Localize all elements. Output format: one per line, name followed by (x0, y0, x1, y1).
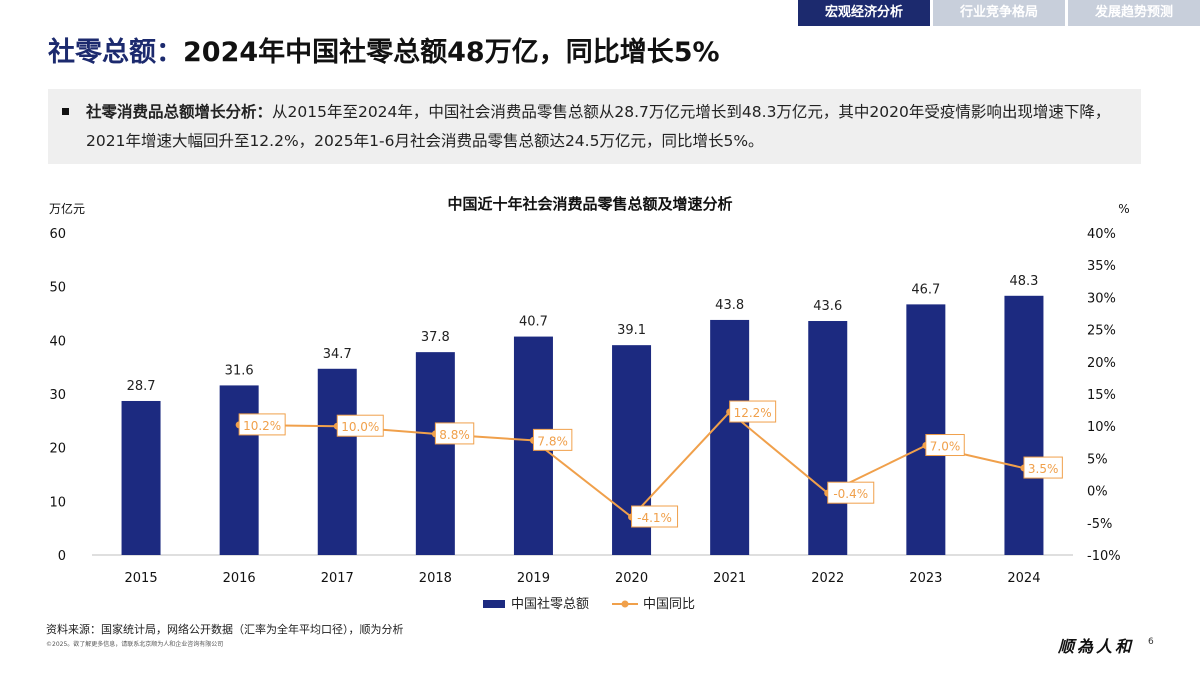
y-right-tick-label: 20% (1087, 356, 1116, 371)
growth-label: 7.0% (930, 440, 961, 454)
x-tick-label: 2017 (321, 571, 354, 586)
top-nav: 宏观经济分析 行业竞争格局 发展趋势预测 (798, 0, 1200, 26)
y-axis-right-unit: % (1118, 202, 1129, 216)
bar-value-label: 43.6 (813, 299, 842, 314)
bar-value-label: 31.6 (225, 363, 254, 378)
growth-label: 10.2% (243, 419, 281, 433)
growth-label: 7.8% (537, 434, 568, 448)
x-tick-label: 2018 (419, 571, 452, 586)
bar (219, 385, 259, 555)
bar-value-label: 46.7 (911, 282, 940, 297)
page-title-main: 2024年中国社零总额48万亿，同比增长5% (183, 37, 720, 68)
y-left-tick-label: 0 (58, 549, 66, 564)
growth-label: 10.0% (341, 420, 379, 434)
y-left-tick-label: 60 (49, 227, 66, 242)
tab-trend-forecast[interactable]: 发展趋势预测 (1068, 0, 1200, 26)
growth-label-box (729, 400, 777, 423)
y-right-tick-label: 0% (1087, 485, 1108, 500)
y-right-tick-label: 30% (1087, 291, 1116, 306)
x-tick-label: 2021 (713, 571, 746, 586)
bar-value-label: 37.8 (421, 330, 450, 345)
page-title: 社零总额：2024年中国社零总额48万亿，同比增长5% (48, 30, 720, 69)
sales-growth-chart: 中国近十年社会消费品零售总额及增速分析 万亿元 % 0 10 20 30 40 50 60 -10%… (49, 195, 1130, 612)
growth-label: 12.2% (734, 406, 772, 420)
growth-label-box (827, 481, 875, 504)
bullet-icon (62, 108, 69, 115)
y-right-tick-label: 35% (1087, 259, 1116, 274)
growth-label: -0.4% (833, 487, 868, 501)
bar-value-label: 48.3 (1009, 274, 1038, 289)
y-right-tick-label: -10% (1087, 549, 1121, 564)
growth-label: 8.8% (439, 428, 470, 442)
bar (808, 321, 848, 555)
growth-label-box (434, 422, 475, 445)
y-right-tick-label: 10% (1087, 420, 1116, 435)
legend-line-label: 中国同比 (643, 597, 695, 612)
tab-macro-economy[interactable]: 宏观经济分析 (798, 0, 930, 26)
legend-bar-label: 中国社零总额 (511, 596, 589, 612)
growth-label: -4.1% (637, 511, 672, 525)
summary-box: 社零消费品总额增长分析：从2015年至2024年，中国社会消费品零售总额从28.… (48, 89, 1141, 164)
chart-title: 中国近十年社会消费品零售总额及增速分析 (447, 195, 732, 213)
bar-value-label: 43.8 (715, 298, 744, 313)
y-right-tick-label: 25% (1087, 324, 1116, 339)
y-left-tick-label: 10 (49, 495, 66, 510)
y-left-tick-label: 20 (49, 442, 66, 457)
x-tick-label: 2024 (1007, 571, 1040, 586)
y-left-tick-label: 30 (49, 388, 66, 403)
source-note: 资料来源：国家统计局，网络公开数据（汇率为全年平均口径），顺为分析 (46, 623, 404, 636)
bar-value-label: 40.7 (519, 315, 548, 330)
growth-label: 3.5% (1028, 462, 1059, 476)
legend-line-marker (621, 600, 629, 608)
bar (317, 368, 357, 555)
page-title-prefix: 社零总额： (48, 37, 183, 68)
y-left-tick-label: 40 (49, 334, 66, 349)
bar (710, 319, 750, 555)
y-right-tick-label: 5% (1087, 452, 1108, 467)
bar (121, 400, 161, 555)
legend-bar-swatch (483, 600, 505, 608)
x-tick-label: 2015 (125, 571, 158, 586)
x-tick-label: 2016 (223, 571, 256, 586)
summary-lead: 社零消费品总额增长分析： (86, 103, 273, 121)
bar-value-label: 28.7 (127, 379, 156, 394)
growth-label-box (336, 414, 384, 437)
tab-industry-competition[interactable]: 行业竞争格局 (933, 0, 1065, 26)
growth-label-box (925, 434, 965, 457)
y-left-tick-label: 50 (49, 281, 66, 296)
bar (906, 304, 946, 555)
x-tick-label: 2023 (909, 571, 942, 586)
x-tick-label: 2020 (615, 571, 648, 586)
copyright-note: ©2025。欲了解更多信息，请联系北京顺为人和企业咨询有限公司 (46, 641, 224, 648)
x-tick-label: 2019 (517, 571, 550, 586)
y-right-tick-label: -5% (1087, 517, 1112, 532)
summary-text: 从2015年至2024年，中国社会消费品零售总额从28.7万亿元增长到48.3万… (86, 103, 1111, 150)
bar-value-label: 34.7 (323, 347, 352, 362)
bar (415, 352, 455, 555)
y-right-tick-label: 40% (1087, 227, 1116, 242)
y-axis-left-unit: 万亿元 (49, 201, 85, 216)
growth-label-box (238, 413, 286, 436)
x-tick-label: 2022 (811, 571, 844, 586)
brand-logo: 顺為人和 (1058, 637, 1135, 656)
bar-value-label: 39.1 (617, 323, 646, 338)
bar (1004, 295, 1044, 555)
page-number: 6 (1148, 637, 1154, 647)
y-right-tick-label: 15% (1087, 388, 1116, 403)
growth-label-box (1023, 456, 1063, 479)
growth-label-box (532, 428, 573, 451)
growth-label-box (631, 505, 679, 528)
